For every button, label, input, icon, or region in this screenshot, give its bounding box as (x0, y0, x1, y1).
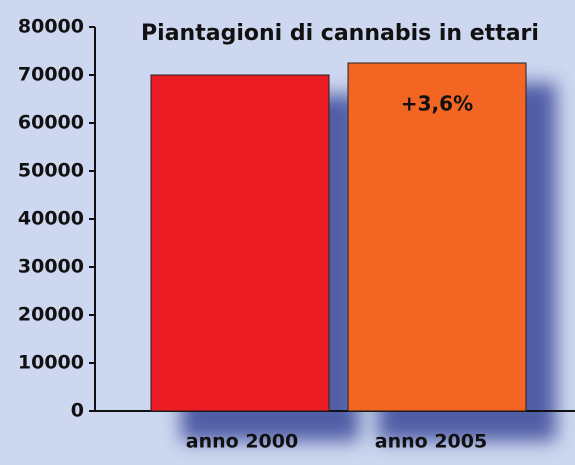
y-tick-label: 70000 (18, 64, 84, 86)
y-tick-label: 60000 (18, 112, 84, 134)
annotation: +3,6% (401, 92, 473, 116)
y-tick-label: 40000 (18, 208, 84, 230)
y-tick-label: 10000 (18, 352, 84, 374)
y-tick-label: 0 (71, 400, 84, 422)
y-tick-label: 30000 (18, 256, 84, 278)
bar (347, 62, 527, 412)
y-tick-label: 20000 (18, 304, 84, 326)
y-tick-label: 80000 (18, 16, 84, 38)
x-tick-label: anno 2000 (186, 431, 298, 453)
x-tick-label: anno 2005 (375, 431, 487, 453)
chart-title: Piantagioni di cannabis in ettari (141, 21, 539, 46)
y-tick-label: 50000 (18, 160, 84, 182)
bar (150, 74, 330, 412)
